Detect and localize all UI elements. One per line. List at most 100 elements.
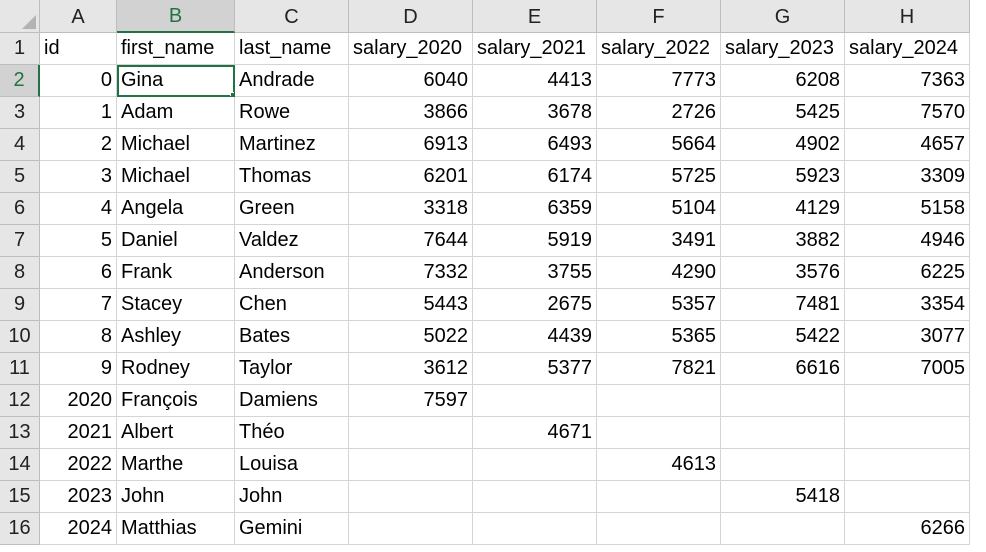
cell-d10[interactable]: 5022 <box>349 321 473 353</box>
cell-f6[interactable]: 5104 <box>597 193 721 225</box>
cell-d7[interactable]: 7644 <box>349 225 473 257</box>
row-header-10[interactable]: 10 <box>0 321 40 353</box>
cell-f13[interactable] <box>597 417 721 449</box>
cell-h3[interactable]: 7570 <box>845 97 970 129</box>
cell-b4[interactable]: Michael <box>117 129 235 161</box>
row-header-12[interactable]: 12 <box>0 385 40 417</box>
cell-a9[interactable]: 7 <box>40 289 117 321</box>
cell-b8[interactable]: Frank <box>117 257 235 289</box>
cell-e1[interactable]: salary_2021 <box>473 33 597 65</box>
cell-e5[interactable]: 6174 <box>473 161 597 193</box>
cell-d8[interactable]: 7332 <box>349 257 473 289</box>
row-header-2[interactable]: 2 <box>0 65 40 97</box>
column-header-a[interactable]: A <box>40 0 117 33</box>
cell-b2[interactable]: Gina <box>117 65 235 97</box>
cell-c7[interactable]: Valdez <box>235 225 349 257</box>
cell-c14[interactable]: Louisa <box>235 449 349 481</box>
cell-f11[interactable]: 7821 <box>597 353 721 385</box>
cell-f4[interactable]: 5664 <box>597 129 721 161</box>
cell-b9[interactable]: Stacey <box>117 289 235 321</box>
cell-g14[interactable] <box>721 449 845 481</box>
cell-f5[interactable]: 5725 <box>597 161 721 193</box>
cell-a4[interactable]: 2 <box>40 129 117 161</box>
column-header-e[interactable]: E <box>473 0 597 33</box>
cell-d5[interactable]: 6201 <box>349 161 473 193</box>
row-header-15[interactable]: 15 <box>0 481 40 513</box>
cell-b14[interactable]: Marthe <box>117 449 235 481</box>
cell-e4[interactable]: 6493 <box>473 129 597 161</box>
cell-e3[interactable]: 3678 <box>473 97 597 129</box>
cell-b10[interactable]: Ashley <box>117 321 235 353</box>
cell-e15[interactable] <box>473 481 597 513</box>
cell-c15[interactable]: John <box>235 481 349 513</box>
cell-e9[interactable]: 2675 <box>473 289 597 321</box>
cell-a10[interactable]: 8 <box>40 321 117 353</box>
cell-h4[interactable]: 4657 <box>845 129 970 161</box>
column-header-d[interactable]: D <box>349 0 473 33</box>
cell-g1[interactable]: salary_2023 <box>721 33 845 65</box>
row-header-8[interactable]: 8 <box>0 257 40 289</box>
cell-h7[interactable]: 4946 <box>845 225 970 257</box>
row-header-16[interactable]: 16 <box>0 513 40 545</box>
cell-b5[interactable]: Michael <box>117 161 235 193</box>
cell-f9[interactable]: 5357 <box>597 289 721 321</box>
cell-h13[interactable] <box>845 417 970 449</box>
cell-c10[interactable]: Bates <box>235 321 349 353</box>
cell-f3[interactable]: 2726 <box>597 97 721 129</box>
cell-g9[interactable]: 7481 <box>721 289 845 321</box>
cell-c1[interactable]: last_name <box>235 33 349 65</box>
cell-e8[interactable]: 3755 <box>473 257 597 289</box>
cell-h10[interactable]: 3077 <box>845 321 970 353</box>
cell-b15[interactable]: John <box>117 481 235 513</box>
cell-d6[interactable]: 3318 <box>349 193 473 225</box>
cell-e13[interactable]: 4671 <box>473 417 597 449</box>
row-header-5[interactable]: 5 <box>0 161 40 193</box>
cell-b6[interactable]: Angela <box>117 193 235 225</box>
cell-c13[interactable]: Théo <box>235 417 349 449</box>
cell-g11[interactable]: 6616 <box>721 353 845 385</box>
column-header-g[interactable]: G <box>721 0 845 33</box>
cell-d11[interactable]: 3612 <box>349 353 473 385</box>
cell-f7[interactable]: 3491 <box>597 225 721 257</box>
cell-c4[interactable]: Martinez <box>235 129 349 161</box>
column-header-c[interactable]: C <box>235 0 349 33</box>
fill-handle[interactable] <box>230 92 234 96</box>
cell-h11[interactable]: 7005 <box>845 353 970 385</box>
cell-f2[interactable]: 7773 <box>597 65 721 97</box>
cell-g15[interactable]: 5418 <box>721 481 845 513</box>
cell-d3[interactable]: 3866 <box>349 97 473 129</box>
cell-d4[interactable]: 6913 <box>349 129 473 161</box>
cell-g12[interactable] <box>721 385 845 417</box>
cell-a14[interactable]: 2022 <box>40 449 117 481</box>
cell-f15[interactable] <box>597 481 721 513</box>
cell-g4[interactable]: 4902 <box>721 129 845 161</box>
cell-f16[interactable] <box>597 513 721 545</box>
cell-h6[interactable]: 5158 <box>845 193 970 225</box>
cell-g5[interactable]: 5923 <box>721 161 845 193</box>
cell-b11[interactable]: Rodney <box>117 353 235 385</box>
cell-f12[interactable] <box>597 385 721 417</box>
cell-a1[interactable]: id <box>40 33 117 65</box>
row-header-1[interactable]: 1 <box>0 33 40 65</box>
cell-c9[interactable]: Chen <box>235 289 349 321</box>
cell-f1[interactable]: salary_2022 <box>597 33 721 65</box>
cell-e16[interactable] <box>473 513 597 545</box>
row-header-6[interactable]: 6 <box>0 193 40 225</box>
cell-c2[interactable]: Andrade <box>235 65 349 97</box>
cell-d13[interactable] <box>349 417 473 449</box>
cell-d15[interactable] <box>349 481 473 513</box>
cell-g8[interactable]: 3576 <box>721 257 845 289</box>
cell-a3[interactable]: 1 <box>40 97 117 129</box>
cell-e6[interactable]: 6359 <box>473 193 597 225</box>
cell-e7[interactable]: 5919 <box>473 225 597 257</box>
cell-e2[interactable]: 4413 <box>473 65 597 97</box>
cell-a11[interactable]: 9 <box>40 353 117 385</box>
cell-b13[interactable]: Albert <box>117 417 235 449</box>
cell-a12[interactable]: 2020 <box>40 385 117 417</box>
cell-f14[interactable]: 4613 <box>597 449 721 481</box>
cell-c16[interactable]: Gemini <box>235 513 349 545</box>
column-header-b[interactable]: B <box>117 0 235 33</box>
cell-a16[interactable]: 2024 <box>40 513 117 545</box>
cell-d1[interactable]: salary_2020 <box>349 33 473 65</box>
cell-c3[interactable]: Rowe <box>235 97 349 129</box>
